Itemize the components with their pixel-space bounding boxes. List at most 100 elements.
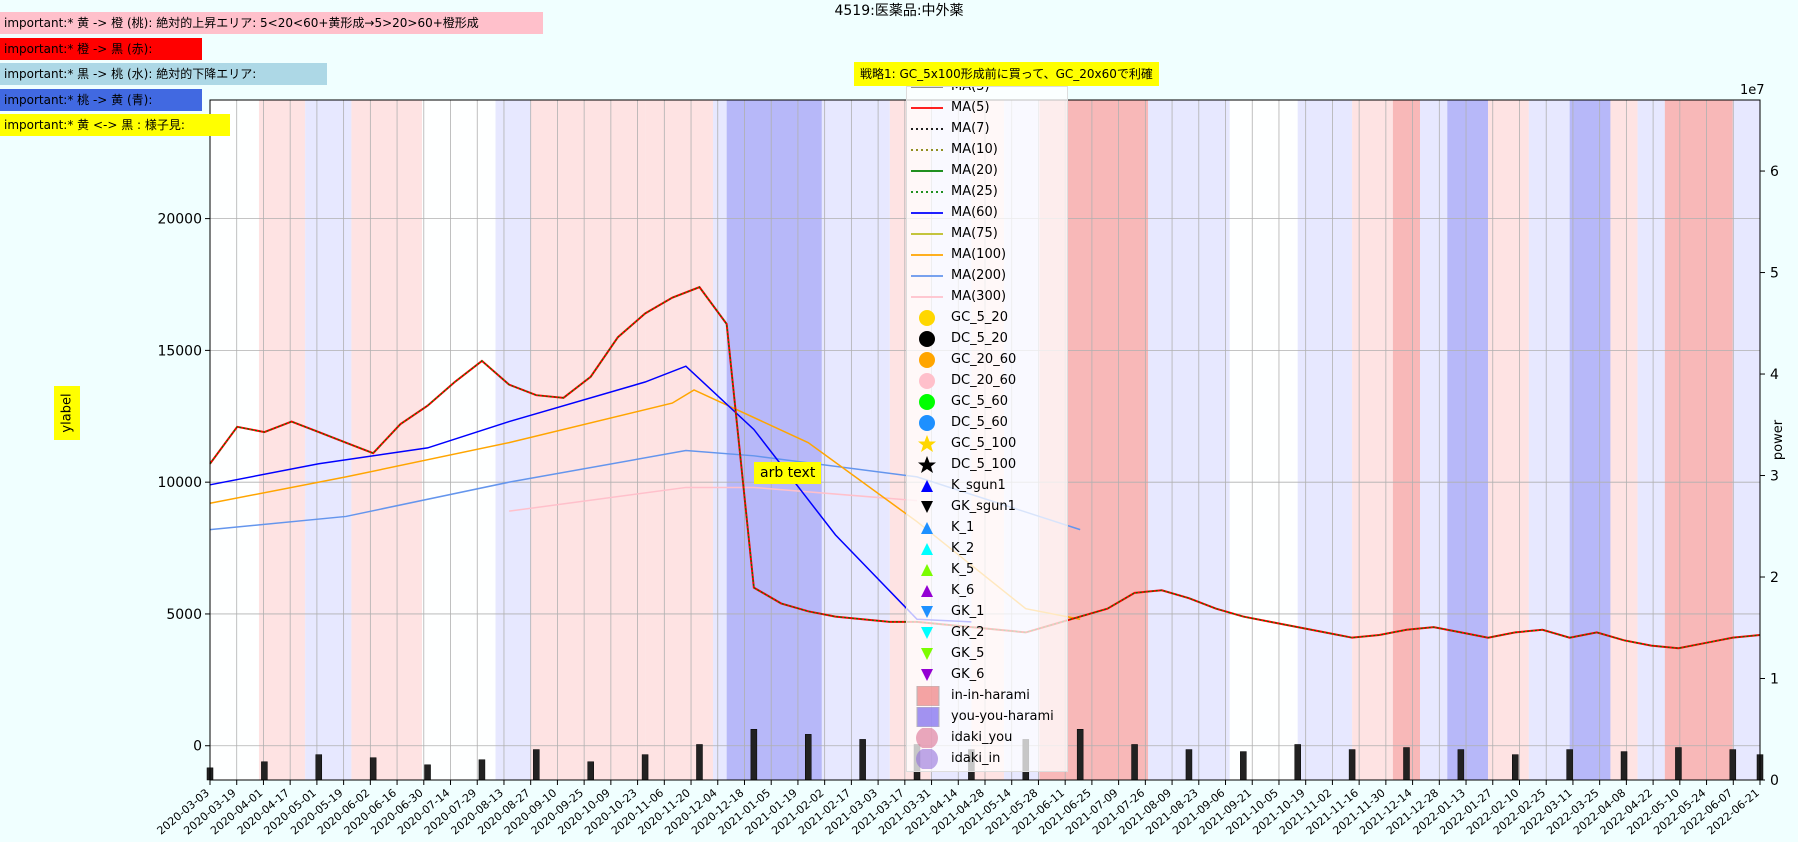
legend-label-5: MA(25): [951, 184, 998, 199]
legend-label-4: MA(20): [951, 163, 998, 178]
region-band-24: [1528, 100, 1570, 780]
volume-bar-11: [804, 734, 812, 781]
volume-bar-7: [587, 761, 594, 781]
legend-symbol-22: [921, 543, 933, 555]
note-pink-yellow: important:* 桃 -> 黄 (青):: [0, 89, 202, 111]
legend-label-7: MA(75): [951, 226, 998, 241]
volume-bar-22: [1403, 747, 1410, 781]
legend-tri-19: [921, 480, 933, 492]
legend-item-1: MA(5): [907, 98, 1067, 118]
legend-item-31: idaki_you: [907, 728, 1067, 748]
legend-item-23: K_5: [907, 560, 1067, 580]
volume-bar-9: [696, 744, 703, 781]
note-orange-black: important:* 橙 -> 黒 (赤):: [0, 38, 202, 60]
region-band-8: [713, 100, 727, 780]
legend-item-28: GK_6: [907, 665, 1067, 685]
legend-item-4: MA(20): [907, 161, 1067, 181]
legend-item-19: K_sgun1: [907, 476, 1067, 496]
region-band-20: [1392, 100, 1421, 780]
legend-symbol-3: [911, 149, 943, 151]
volume-bar-4: [424, 764, 431, 781]
legend-symbol-2: [911, 128, 943, 130]
volume-bar-17: [1131, 744, 1138, 781]
region-band-22: [1447, 100, 1489, 780]
legend-tri-23: [921, 564, 933, 576]
legend-tri-20: [921, 501, 933, 513]
region-band-17: [1229, 100, 1298, 780]
legend-symbol-26: [921, 627, 933, 639]
legend-item-29: in-in-harami: [907, 686, 1067, 706]
legend-symbol-9: [911, 275, 943, 277]
legend-symbol-1: [911, 107, 943, 109]
legend-symbol-31: [916, 728, 938, 748]
legend-item-27: GK_5: [907, 644, 1067, 664]
legend-star-18: [918, 456, 936, 473]
legend-symbol-27: [921, 648, 933, 660]
ma300-line: [509, 486, 918, 512]
volume-bar-8: [641, 754, 649, 781]
legend-tri-25: [921, 606, 933, 618]
legend-item-12: DC_5_20: [907, 329, 1067, 349]
legend-tri-21: [921, 522, 933, 534]
legend-symbol-7: [911, 233, 943, 235]
y-tick-label-4: 20000: [157, 212, 202, 228]
legend-item-20: GK_sgun1: [907, 497, 1067, 517]
legend-item-17: GC_5_100: [907, 434, 1067, 454]
y-tick-label-2: 10000: [157, 475, 202, 491]
legend-dot-14: [919, 373, 935, 389]
volume-bar-23: [1457, 749, 1465, 781]
legend-item-2: MA(7): [907, 119, 1067, 139]
y-axis-label: ylabel: [59, 393, 75, 433]
legend-rect-30: [916, 707, 940, 727]
legend-label-28: GK_6: [951, 667, 985, 682]
legend-symbol-15: [919, 394, 935, 410]
legend-label-12: DC_5_20: [951, 331, 1008, 346]
legend-label-30: you-you-harami: [951, 709, 1054, 724]
region-band-25: [1569, 100, 1611, 780]
legend-symbol-5: [911, 191, 943, 193]
legend-label-10: MA(300): [951, 289, 1007, 304]
legend-symbol-10: [911, 296, 943, 298]
volume-bar-3: [369, 757, 377, 781]
volume-bar-16: [1076, 729, 1084, 781]
region-band-9: [726, 100, 822, 780]
y-axis-ticks: 0 5000 10000 15000 20000: [157, 212, 210, 755]
volume-bar-19: [1240, 751, 1247, 781]
y2-tick-label-3: 3: [1770, 469, 1779, 485]
volume-bar-2: [315, 754, 323, 781]
chart-legend: MA(3) MA(5) MA(7) MA(10) MA(20) MA(25) MA(60) M…: [906, 86, 1068, 772]
legend-item-6: MA(60): [907, 203, 1067, 223]
legend-item-30: you-you-harami: [907, 707, 1067, 727]
region-band-1: [258, 100, 306, 780]
region-band-23: [1488, 100, 1529, 780]
y-tick-label-0: 0: [193, 739, 202, 755]
legend-symbol-19: [921, 480, 933, 492]
legend-symbol-18: [918, 456, 936, 473]
volume-bar-28: [1729, 749, 1737, 781]
legend-dot-13: [919, 352, 935, 368]
arb-annotation: arb text: [754, 462, 822, 484]
legend-label-18: DC_5_100: [951, 457, 1017, 472]
legend-tri-28: [921, 669, 933, 681]
volume-bar-20: [1294, 744, 1301, 781]
volume-bar-25: [1566, 749, 1573, 781]
volume-bar-10: [750, 729, 758, 781]
legend-label-31: idaki_you: [951, 730, 1013, 745]
legend-label-9: MA(200): [951, 268, 1007, 283]
legend-label-3: MA(10): [951, 142, 998, 157]
legend-symbol-14: [919, 373, 935, 389]
chart-title: 4519:医薬品:中外薬: [834, 3, 964, 19]
legend-dot-15: [919, 394, 935, 410]
legend-item-22: K_2: [907, 539, 1067, 559]
legend-label-8: MA(100): [951, 247, 1007, 262]
legend-label-14: DC_20_60: [951, 373, 1017, 388]
y2-tick-label-0: 0: [1770, 773, 1779, 789]
y2-multiplier: 1e7: [1740, 83, 1765, 98]
region-band-27: [1637, 100, 1665, 780]
legend-symbol-30: [916, 707, 940, 727]
legend-star-17: [918, 435, 936, 452]
legend-dot-12: [919, 331, 935, 347]
region-band-2: [305, 100, 352, 780]
note-yellow-orange: important:* 黄 -> 橙 (桃): 絶対的上昇エリア: 5<20<6…: [0, 12, 543, 34]
